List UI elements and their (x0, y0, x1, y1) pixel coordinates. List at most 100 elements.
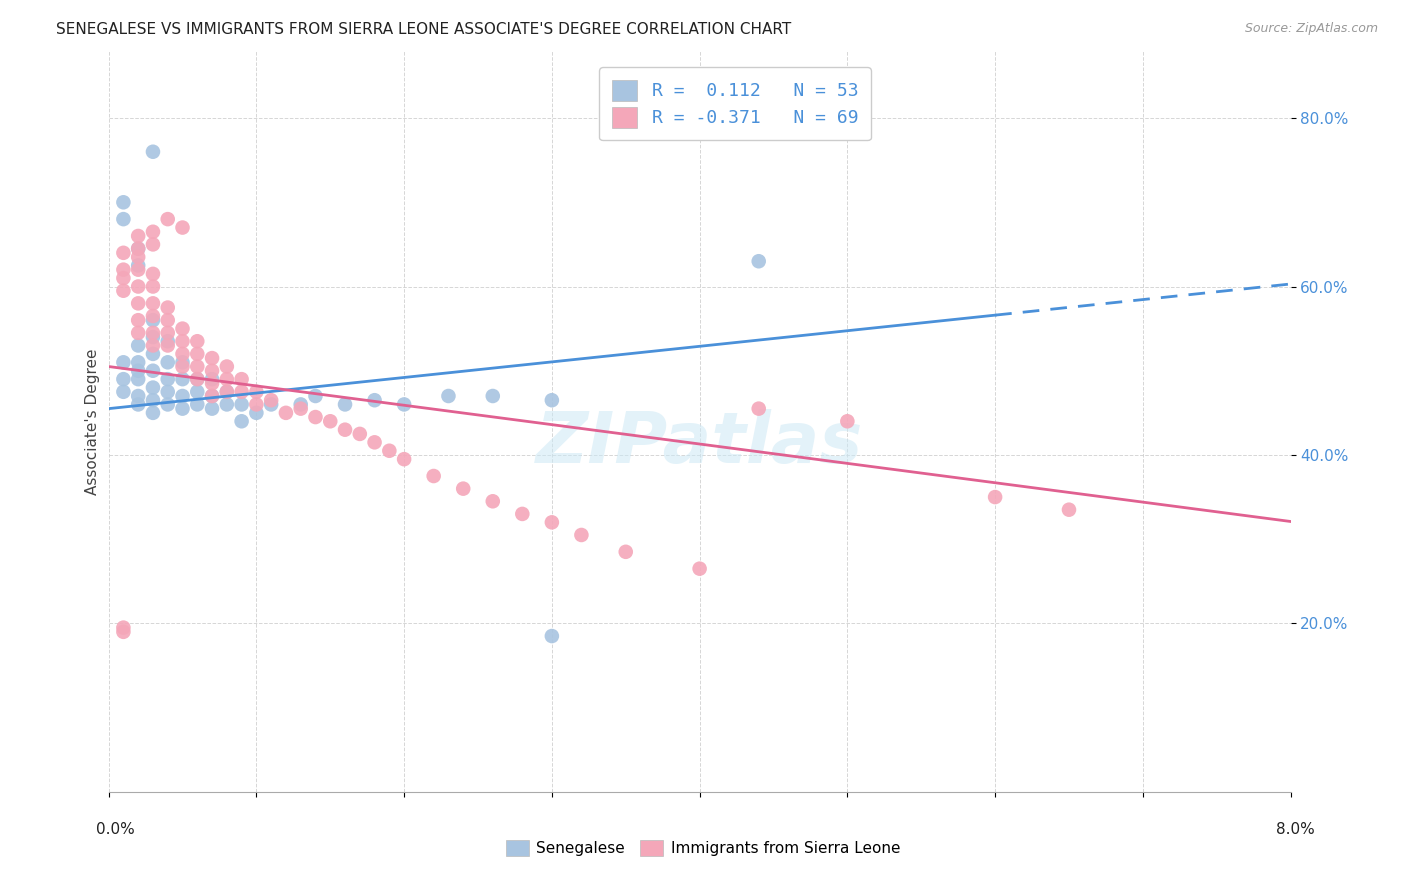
Point (451, 482, 474, 496)
Point (186, 347, 208, 361)
Point (392, 397, 415, 411)
Point (201, 389, 224, 403)
Point (186, 359, 208, 374)
Point (245, 384, 267, 399)
Point (112, 372, 135, 386)
Point (215, 372, 238, 386)
Point (127, 279, 149, 293)
Point (127, 242, 149, 256)
Point (172, 389, 194, 403)
Point (363, 435, 385, 450)
Point (112, 624, 135, 639)
Point (127, 296, 149, 310)
Text: 0.0%: 0.0% (96, 822, 135, 837)
Point (156, 326, 179, 340)
Point (172, 401, 194, 416)
Point (127, 389, 149, 403)
Point (437, 389, 460, 403)
Point (260, 397, 283, 411)
Point (112, 212, 135, 227)
Point (837, 414, 859, 428)
Point (186, 372, 208, 386)
Point (201, 364, 224, 378)
Point (231, 397, 253, 411)
Point (571, 528, 593, 542)
Point (127, 326, 149, 340)
Point (186, 334, 208, 349)
Point (231, 414, 253, 428)
Point (201, 372, 224, 386)
Point (186, 372, 208, 386)
Point (172, 372, 194, 386)
Point (127, 364, 149, 378)
Point (112, 621, 135, 635)
Point (142, 338, 165, 352)
Point (319, 414, 342, 428)
Point (127, 259, 149, 273)
Point (112, 384, 135, 399)
Point (481, 389, 503, 403)
Point (245, 406, 267, 420)
Point (142, 313, 165, 327)
Point (172, 321, 194, 335)
Text: Source: ZipAtlas.com: Source: ZipAtlas.com (1244, 22, 1378, 36)
Point (127, 262, 149, 277)
Point (378, 443, 401, 458)
Point (304, 389, 326, 403)
Point (215, 397, 238, 411)
Point (156, 338, 179, 352)
Point (156, 384, 179, 399)
Point (245, 397, 267, 411)
Point (156, 301, 179, 315)
Point (201, 401, 224, 416)
Point (172, 359, 194, 374)
Point (127, 397, 149, 411)
Point (127, 372, 149, 386)
Point (142, 406, 165, 420)
Point (142, 296, 165, 310)
Point (201, 351, 224, 365)
Text: 8.0%: 8.0% (1275, 822, 1315, 837)
Point (142, 225, 165, 239)
Point (201, 376, 224, 391)
Point (215, 384, 238, 399)
Point (363, 393, 385, 408)
Point (304, 410, 326, 425)
Legend: Senegalese, Immigrants from Sierra Leone: Senegalese, Immigrants from Sierra Leone (499, 834, 907, 862)
Point (215, 384, 238, 399)
Point (127, 229, 149, 244)
Point (231, 384, 253, 399)
Point (260, 393, 283, 408)
Y-axis label: Associate's Degree: Associate's Degree (86, 348, 100, 494)
Point (748, 401, 770, 416)
Point (748, 254, 770, 268)
Point (541, 629, 564, 643)
Legend: R =  0.112   N = 53, R = -0.371   N = 69: R = 0.112 N = 53, R = -0.371 N = 69 (599, 67, 870, 140)
Point (1057, 502, 1080, 516)
Point (186, 397, 208, 411)
Point (156, 212, 179, 227)
Point (112, 245, 135, 260)
Point (142, 364, 165, 378)
Point (215, 359, 238, 374)
Point (172, 347, 194, 361)
Point (689, 562, 711, 576)
Point (142, 267, 165, 281)
Text: ZIPatlas: ZIPatlas (536, 409, 863, 478)
Point (231, 372, 253, 386)
Point (274, 406, 297, 420)
Point (142, 347, 165, 361)
Point (186, 384, 208, 399)
Point (142, 326, 165, 340)
Point (127, 355, 149, 369)
Point (201, 389, 224, 403)
Point (112, 355, 135, 369)
Point (172, 355, 194, 369)
Point (112, 271, 135, 285)
Text: SENEGALESE VS IMMIGRANTS FROM SIERRA LEONE ASSOCIATE'S DEGREE CORRELATION CHART: SENEGALESE VS IMMIGRANTS FROM SIERRA LEO… (56, 22, 792, 37)
Point (172, 220, 194, 235)
Point (541, 516, 564, 530)
Point (349, 426, 371, 441)
Point (142, 145, 165, 159)
Point (156, 334, 179, 349)
